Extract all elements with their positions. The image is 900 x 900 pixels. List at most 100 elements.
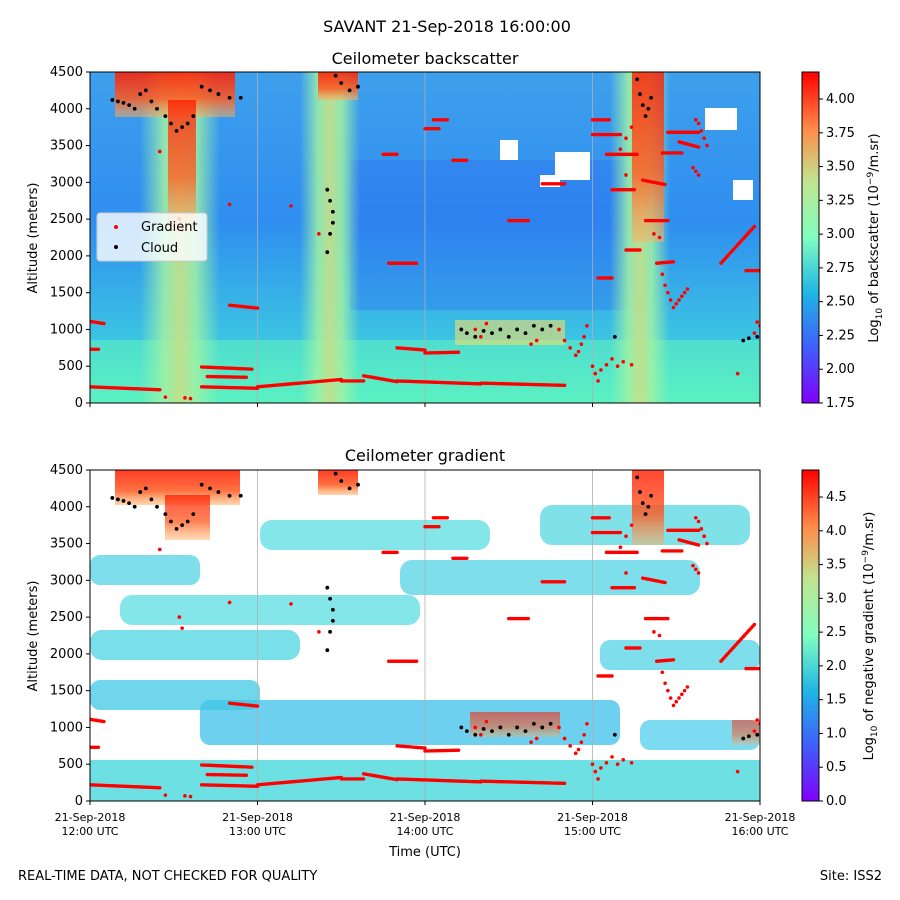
gradient-point — [632, 187, 637, 192]
cloud-point — [143, 88, 148, 93]
gradient-point — [691, 563, 695, 568]
cloud-point — [481, 329, 486, 333]
gradient-point — [479, 733, 483, 737]
legend-cloud-marker — [114, 245, 118, 249]
cloud-point — [149, 99, 154, 104]
cloud-point — [333, 73, 338, 78]
cloud-point — [540, 327, 545, 332]
colorbar-tick-label: 1.5 — [826, 693, 847, 708]
gradient-point — [562, 182, 567, 186]
gradient-point — [671, 305, 676, 310]
gradient-point — [445, 516, 450, 520]
gradient-band-3700 — [260, 520, 490, 550]
cloud-point — [755, 732, 760, 737]
gradient-point — [526, 218, 530, 223]
gradient-point — [361, 379, 366, 383]
gradient-point — [657, 235, 662, 240]
colorbar-tick-label: 2.00 — [826, 362, 855, 377]
y-tick-label: 1000 — [50, 720, 83, 735]
cloud-point — [185, 519, 190, 524]
gradient-point — [674, 301, 679, 306]
gradient-point — [735, 371, 740, 376]
y-tick-label: 4500 — [50, 65, 83, 80]
cloud-point — [506, 334, 511, 339]
gradient-point — [579, 342, 584, 346]
colorbar-tick-label: 3.25 — [826, 193, 855, 208]
gradient-point — [414, 659, 419, 663]
gradient-y-ticks: 0 500 1000 1500 2000 2500 3000 3500 4000 4500 — [50, 463, 90, 809]
gradient-point — [534, 736, 539, 741]
gradient-point — [691, 165, 695, 170]
gradient-point — [576, 349, 581, 354]
gradient-point — [465, 556, 469, 560]
y-tick-label: 2000 — [50, 647, 83, 662]
x-tick-label-time: 16:00 UTC — [731, 825, 788, 838]
gradient-point — [752, 622, 757, 627]
gradient-point — [437, 524, 441, 529]
gradient-point — [621, 758, 626, 762]
x-tick-label-date: 21-Sep-2018 — [390, 811, 461, 824]
colorbar-tick-label: 2.25 — [826, 328, 855, 343]
gradient-point — [680, 151, 684, 155]
gradient-band-1500 — [90, 680, 260, 710]
gradient-point — [629, 760, 634, 765]
gradient-point — [96, 347, 101, 352]
site-label: Site: ISS2 — [819, 869, 882, 884]
gradient-point — [610, 276, 614, 280]
y-tick-label: 1500 — [50, 286, 83, 301]
gradient-point — [615, 762, 620, 767]
gradient-point — [582, 733, 586, 737]
cloud-point — [216, 490, 221, 494]
gradient-point — [255, 306, 260, 310]
gradient-point — [177, 615, 182, 619]
gradient-point — [652, 232, 656, 236]
gradient-point — [693, 567, 698, 572]
gradient-point — [250, 367, 254, 371]
cloud-point — [185, 121, 190, 126]
gradient-colorbar-ramp — [801, 469, 820, 802]
cloud-point — [169, 121, 173, 126]
cloud-point — [540, 725, 545, 730]
backscatter-colorbar-ramp — [801, 71, 820, 404]
cloud-point — [646, 504, 651, 509]
gradient-point — [157, 547, 162, 552]
gradient-point — [632, 585, 637, 590]
gradient-point — [607, 516, 611, 520]
gradient-panel: Ceilometer gradient 0 500 1000 1500 2000 2500… — [26, 446, 880, 860]
gradient-point — [696, 130, 701, 135]
cloud-point — [330, 618, 335, 623]
cloud-point — [755, 334, 760, 339]
cloud-point — [741, 338, 746, 343]
cloud-point — [325, 585, 330, 590]
colorbar-tick-label: 4.5 — [826, 490, 847, 505]
y-tick-label: 3000 — [50, 175, 83, 190]
colorbar-tick-label: 2.5 — [826, 625, 847, 640]
cloud-point — [523, 729, 528, 734]
gradient-point — [702, 534, 706, 538]
cloud-point — [548, 721, 553, 726]
gradient-ylabel: Altitude (meters) — [26, 581, 41, 692]
y-tick-label: 2000 — [50, 249, 83, 264]
gradient-point — [568, 744, 572, 748]
gradient-point — [663, 580, 667, 585]
gradient-point — [562, 338, 567, 343]
y-tick-label: 1000 — [50, 322, 83, 337]
gradient-point — [680, 692, 684, 697]
gradient-point — [752, 729, 757, 733]
gradient-point — [705, 541, 709, 546]
cloud-point — [121, 100, 126, 105]
gradient-point — [599, 766, 603, 770]
cloud-point — [746, 734, 751, 739]
gradient-colorbar-label: Log10 of negative gradient (10−9/m.sr) — [861, 512, 880, 761]
cloud-point — [643, 114, 648, 119]
cloud-point — [741, 736, 746, 741]
colorbar-tick-label: 4.0 — [826, 524, 847, 539]
cloud-point — [127, 103, 131, 107]
backscatter-markers — [90, 73, 760, 401]
gradient-point — [361, 777, 366, 781]
cloud-point — [238, 95, 243, 100]
backscatter-y-ticks: 0 500 1000 1500 2000 2500 3000 3500 4000 4500 — [50, 65, 90, 411]
gradient-point — [618, 545, 623, 550]
gradient-point — [579, 740, 584, 744]
gradient-point — [484, 321, 489, 326]
